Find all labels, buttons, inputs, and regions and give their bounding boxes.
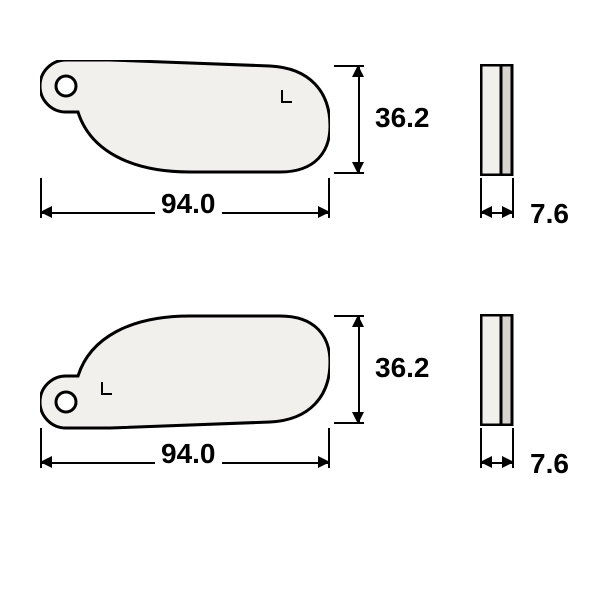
- dim-width-top: 94.0: [155, 188, 222, 220]
- pad-top-front: [40, 60, 330, 180]
- pad-top-side: [480, 64, 514, 176]
- pad-bottom-side: [480, 314, 514, 426]
- dim-height-bottom: 36.2: [375, 352, 430, 384]
- dim-thick-bottom: 7.6: [530, 448, 569, 480]
- drawing-canvas: 36.2 94.0 7.6: [0, 0, 600, 600]
- dim-width-bottom: 94.0: [155, 438, 222, 470]
- pad-bottom-front: [40, 310, 330, 430]
- dim-thick-top: 7.6: [530, 198, 569, 230]
- dim-height-top: 36.2: [375, 102, 430, 134]
